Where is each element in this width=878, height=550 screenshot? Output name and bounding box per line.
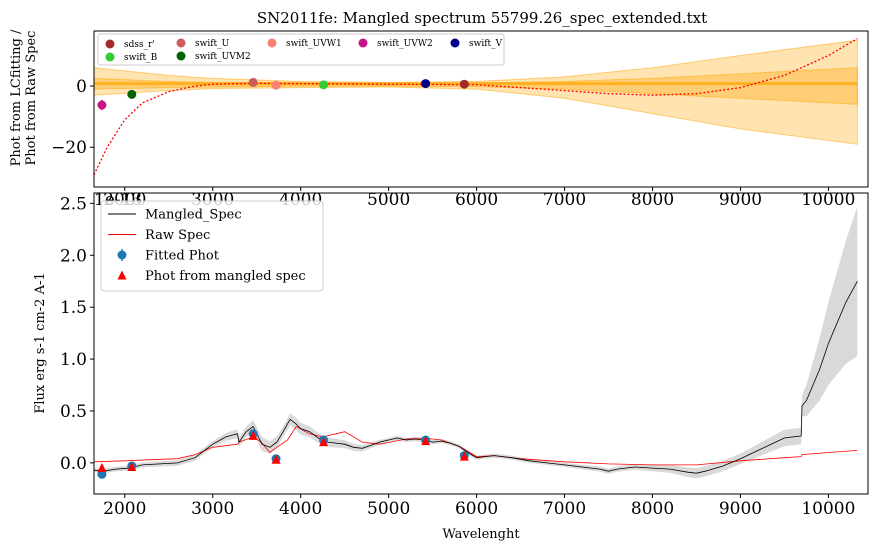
ratio-x-tick-label: 8000 <box>631 190 674 210</box>
spectrum-panel-frame <box>93 192 869 495</box>
ratio-x-tick-label: 9000 <box>719 190 762 210</box>
ratio-y-tick-label: −20 <box>51 138 87 158</box>
phot-from-mangled-point <box>271 454 281 464</box>
spectrum-x-tick-label: 6000 <box>455 499 498 519</box>
mangled-spec-line <box>93 281 858 474</box>
spectrum-x-tick-label: 10000 <box>801 499 855 519</box>
spectrum-y-tick-label: 2.0 <box>60 246 87 266</box>
phot-from-mangled-point <box>127 462 137 472</box>
spectrum-x-tick-label: 3000 <box>191 499 234 519</box>
ratio-legend-box <box>97 33 505 66</box>
ratio-y-tick-label: 0 <box>76 77 87 97</box>
ratio-band-outer <box>93 39 858 145</box>
ratio-legend: sdss_r' swift_B swift_U swift_UVM2 swift_UVW… <box>97 33 505 66</box>
ratio-points <box>97 77 469 111</box>
ratio-x-tick-label: 7000 <box>543 190 586 210</box>
spectrum-x-tick-label: 9000 <box>719 499 762 519</box>
ratio-y-label-line-2: Phot from Raw Spec <box>24 31 39 166</box>
spectrum-legend-box <box>100 200 324 292</box>
ratio-point <box>127 89 137 99</box>
spectrum-legend-items: Mangled_Spec Raw Spec Fitted Phot Phot from… <box>108 208 306 284</box>
ratio-legend-label: swift_U <box>195 39 230 49</box>
phot-from-mangled-point <box>459 451 469 461</box>
ratio-curve-line <box>93 38 858 176</box>
ratio-x-tick-label: 10000 <box>801 190 855 210</box>
ratio-legend-marker <box>450 38 460 48</box>
ratio-x-tick-label: 6000 <box>455 190 498 210</box>
ratio-legend-items: sdss_r' swift_B swift_U swift_UVM2 swift_UVW… <box>105 38 503 63</box>
spectrum-y-tick-label: 1.0 <box>60 350 87 370</box>
spectrum-legend-label: Phot from mangled spec <box>145 269 306 284</box>
spectrum-y-label: Flux erg s-1 cm-2 A-1 <box>33 272 48 413</box>
spectrum-x-tick-label: 5000 <box>367 499 410 519</box>
spectrum-y-tick-label: 1.5 <box>60 298 87 318</box>
spectrum-x-tick-label: 4000 <box>279 499 322 519</box>
spectrum-legend-dot <box>117 250 127 260</box>
phot-from-mangled-point <box>248 430 258 440</box>
spectrum-points <box>97 429 469 479</box>
phot-from-mangled-point <box>421 436 431 446</box>
phot-from-mangled-point <box>97 463 107 473</box>
ratio-y-label-line-1: Phot from LCfitting / <box>9 29 24 166</box>
ratio-legend-marker <box>267 38 277 48</box>
ratio-panel-title: SN2011fe: Mangled spectrum 55799.26_spec… <box>257 9 707 27</box>
ratio-uncertainty-bands <box>93 39 858 145</box>
spectrum-legend-label: Raw Spec <box>145 228 210 243</box>
ratio-legend-label: swift_UVW1 <box>286 39 342 49</box>
ratio-x-tick-label: 5000 <box>367 190 410 210</box>
spectrum-x-tick-label: 8000 <box>631 499 674 519</box>
ratio-panel: SN2011fe: Mangled spectrum 55799.26_spec… <box>9 9 869 210</box>
spectrum-lines <box>93 281 858 474</box>
ratio-band-inner <box>93 67 858 105</box>
ratio-legend-label: sdss_r' <box>124 40 155 50</box>
ratio-legend-marker <box>105 39 115 49</box>
ratio-point <box>319 80 329 90</box>
phot-from-mangled-point <box>319 437 329 447</box>
spectrum-x-tick-label: 2000 <box>103 499 146 519</box>
spectrum-x-ticks: 2000 3000 4000 5000 6000 7000 8000 9000 10000 <box>103 494 855 519</box>
ratio-point <box>421 79 431 89</box>
spectrum-legend-label: Mangled_Spec <box>145 208 242 223</box>
spectrum-legend-triangle <box>117 270 127 280</box>
ratio-legend-marker <box>176 51 186 61</box>
spectrum-y-tick-label: 0.5 <box>60 402 87 422</box>
ratio-point <box>459 79 469 89</box>
spectrum-y-tick-label: 0.0 <box>60 454 87 474</box>
spectrum-legend: Mangled_Spec Raw Spec Fitted Phot Phot from… <box>100 200 324 292</box>
spectrum-panel: 2000 3000 4000 5000 6000 7000 8000 9000 10000 0.… <box>33 192 869 542</box>
spectrum-x-tick-label: 7000 <box>543 499 586 519</box>
spectrum-legend-label: Fitted Phot <box>145 249 220 264</box>
ratio-panel-frame <box>93 30 869 188</box>
ratio-legend-label: swift_V <box>469 39 503 49</box>
spectrum-y-ticks: 0.0 0.5 1.0 1.5 2.0 2.5 <box>60 194 94 474</box>
ratio-point <box>248 77 258 87</box>
ratio-point <box>97 100 107 110</box>
ratio-legend-label: swift_UVM2 <box>195 52 251 62</box>
ratio-legend-label: swift_UVW2 <box>377 39 433 49</box>
ratio-legend-marker <box>358 38 368 48</box>
ratio-y-ticks: −20 0 <box>51 77 94 158</box>
raw-spec-line <box>93 425 858 466</box>
ratio-curve <box>93 38 858 176</box>
ratio-point <box>271 80 281 90</box>
spectrum-y-tick-label: 2.5 <box>60 194 87 214</box>
ratio-legend-marker <box>105 52 115 62</box>
spectrum-x-label: Wavelenght <box>442 527 520 542</box>
ratio-legend-marker <box>176 38 186 48</box>
ratio-legend-label: swift_B <box>124 53 158 63</box>
